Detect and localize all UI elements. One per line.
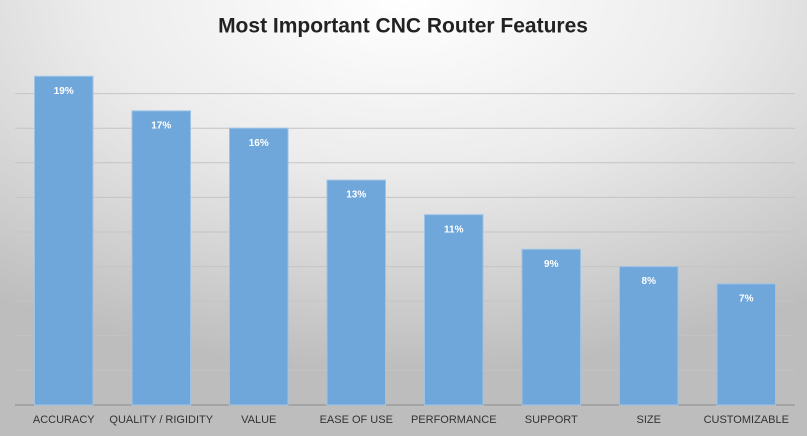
- x-tick-label: PERFORMANCE: [411, 414, 497, 426]
- data-label: 16%: [249, 138, 269, 149]
- bar: [34, 75, 94, 406]
- bar: [521, 248, 581, 406]
- x-tick-label: EASE OF USE: [320, 414, 393, 426]
- bar: [424, 214, 484, 406]
- x-tick-label: SUPPORT: [525, 414, 578, 426]
- data-label: 19%: [54, 86, 74, 97]
- bar: [716, 283, 776, 406]
- bar: [131, 110, 191, 406]
- x-tick-label: VALUE: [241, 414, 276, 426]
- bar: [229, 127, 289, 406]
- data-label: 8%: [642, 276, 657, 287]
- x-tick-label: CUSTOMIZABLE: [704, 414, 789, 426]
- x-tick-label: ACCURACY: [33, 414, 95, 426]
- chart-title: Most Important CNC Router Features: [218, 15, 588, 38]
- data-label: 17%: [151, 121, 171, 132]
- data-label: 13%: [346, 190, 366, 201]
- bar: [619, 266, 679, 406]
- data-label: 11%: [444, 224, 464, 235]
- data-label: 9%: [544, 259, 559, 270]
- data-label: 7%: [739, 294, 754, 305]
- x-tick-label: QUALITY / RIGIDITY: [109, 414, 213, 426]
- x-tick-label: SIZE: [637, 414, 661, 426]
- bar: [326, 179, 386, 406]
